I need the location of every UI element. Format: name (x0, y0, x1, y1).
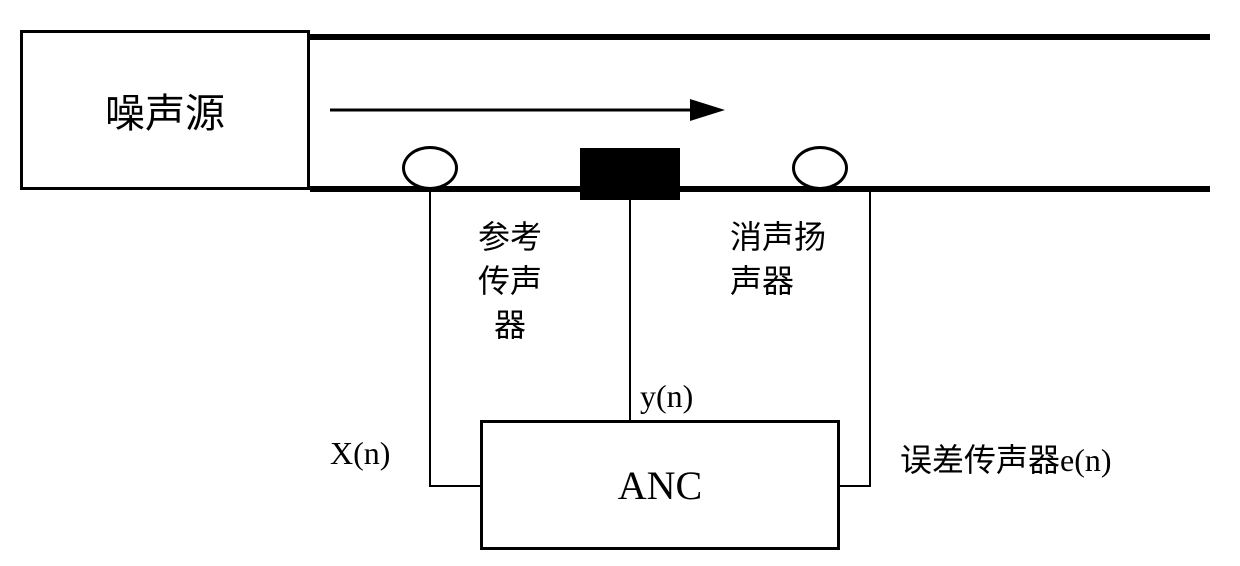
ref-wire-horizontal (429, 485, 482, 487)
noise-source-label: 噪声源 (105, 81, 225, 139)
x-signal-label: X(n) (330, 435, 390, 472)
noise-source-box: 噪声源 (20, 30, 310, 190)
reference-mic-icon (402, 146, 458, 190)
anc-label: ANC (618, 462, 702, 509)
ref-wire-vertical (429, 190, 431, 486)
error-mic-label: 误差传声器e(n) (900, 435, 1112, 481)
err-wire-horizontal (838, 485, 871, 487)
duct-top-line (310, 34, 1210, 40)
flow-arrow (330, 95, 730, 125)
anc-box: ANC (480, 420, 840, 550)
speaker-label: 消声扬 声器 (730, 215, 880, 303)
duct-bottom-line (310, 186, 1210, 192)
error-mic-icon (792, 146, 848, 190)
y-signal-label: y(n) (640, 378, 693, 415)
reference-mic-label: 参考 传声 器 (445, 215, 575, 347)
speaker-box (580, 148, 680, 200)
speaker-wire (629, 200, 631, 420)
